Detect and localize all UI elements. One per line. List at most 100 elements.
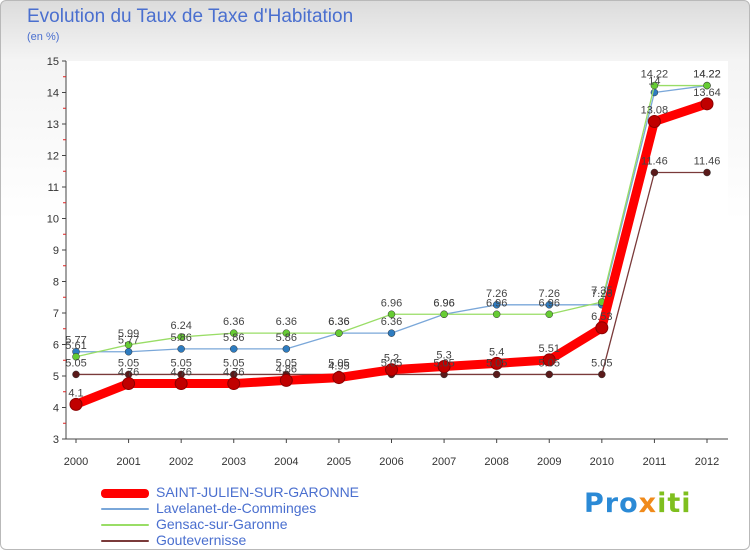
data-label: 5.86	[223, 332, 244, 344]
y-tick-label: 6	[53, 340, 59, 352]
data-label: 5.61	[65, 340, 86, 352]
data-label: 6.96	[433, 297, 454, 309]
data-label: 6.36	[328, 316, 349, 328]
x-tick-label: 2012	[695, 456, 719, 468]
data-point	[387, 310, 396, 319]
legend-label: Goutevernisse	[156, 532, 247, 548]
data-point	[174, 377, 188, 391]
x-tick-label: 2005	[327, 456, 351, 468]
data-label: 6.36	[381, 316, 402, 328]
data-point	[703, 81, 711, 90]
chart-subtitle: (en %)	[27, 31, 60, 43]
data-point	[437, 360, 451, 374]
data-point	[124, 341, 133, 349]
data-point	[69, 397, 83, 411]
data-label: 4.86	[276, 363, 297, 375]
data-label: 6.96	[433, 297, 454, 309]
legend-swatch	[101, 540, 149, 542]
data-label: 5.05	[170, 357, 191, 369]
brand-logo: Proxiti	[584, 488, 692, 519]
legend-swatch	[101, 489, 149, 498]
data-label: 5.05	[539, 357, 560, 369]
data-label: 6.24	[170, 320, 191, 332]
data-label: 5.51	[539, 343, 560, 355]
legend-label: SAINT-JULIEN-SUR-GARONNE	[156, 484, 360, 500]
data-label: 5.77	[65, 335, 86, 347]
x-tick-label: 2009	[537, 456, 561, 468]
data-point	[545, 301, 553, 309]
data-point	[595, 321, 609, 335]
data-label: 14.22	[693, 69, 721, 81]
x-tick-label: 2010	[590, 456, 614, 468]
data-point	[72, 370, 80, 379]
data-point	[490, 356, 504, 370]
data-point	[598, 370, 606, 379]
data-label: 5.3	[436, 350, 451, 362]
data-point	[650, 81, 659, 90]
data-point	[124, 347, 133, 356]
data-point	[703, 168, 711, 177]
data-point	[542, 353, 556, 367]
legend-swatch	[101, 508, 149, 510]
data-label: 5.99	[118, 328, 139, 340]
data-label: 11.46	[641, 156, 668, 168]
legend-swatch	[101, 524, 149, 526]
x-tick-label: 2011	[643, 456, 667, 468]
x-tick-label: 2000	[64, 456, 88, 468]
data-point	[647, 114, 661, 128]
data-label: 14	[648, 76, 660, 88]
data-label: 14.22	[641, 69, 669, 81]
y-tick-label: 5	[53, 371, 59, 383]
y-tick-label: 3	[53, 434, 59, 446]
data-label: 5.05	[118, 357, 139, 369]
data-label: 6.36	[328, 316, 349, 328]
data-point	[230, 345, 238, 353]
data-label: 4.76	[170, 367, 191, 379]
data-label: 5.4	[489, 346, 504, 358]
data-label: 4.1	[68, 387, 83, 399]
data-label: 5.05	[433, 357, 454, 369]
data-point	[177, 333, 185, 341]
data-point	[230, 329, 238, 337]
y-tick-label: 12	[47, 151, 59, 163]
data-label: 4.76	[118, 367, 139, 379]
data-label: 5.05	[591, 357, 612, 369]
y-tick-label: 15	[47, 56, 59, 68]
data-point	[227, 377, 241, 391]
data-point	[440, 310, 448, 319]
legend-label: Gensac-sur-Garonne	[156, 516, 288, 532]
x-tick-label: 2001	[116, 456, 140, 468]
data-label: 5.86	[276, 332, 297, 344]
y-tick-label: 7	[53, 308, 59, 320]
data-label: 6.96	[486, 297, 507, 309]
data-label: 4.76	[223, 367, 244, 379]
data-point	[492, 310, 501, 319]
data-label: 13.08	[641, 104, 669, 116]
data-label: 7.26	[591, 288, 612, 300]
data-point	[332, 371, 346, 385]
data-point	[545, 310, 553, 319]
data-label: 5.77	[118, 335, 139, 347]
data-label: 7.26	[539, 288, 560, 300]
x-tick-label: 2006	[379, 456, 403, 468]
brand-part: x	[638, 488, 658, 519]
data-label: 14.22	[693, 69, 721, 81]
data-label: 11.46	[694, 156, 721, 168]
data-label: 4.95	[328, 361, 349, 373]
data-label: 5.2	[384, 353, 399, 365]
y-tick-label: 10	[47, 214, 59, 226]
y-tick-label: 11	[48, 182, 59, 194]
data-label: 6.96	[539, 297, 560, 309]
data-label: 6.36	[276, 316, 297, 328]
data-point	[282, 329, 291, 337]
y-tick-label: 9	[53, 245, 59, 257]
data-label: 5.05	[276, 357, 297, 369]
data-point	[492, 301, 501, 309]
data-label: 13.64	[693, 87, 721, 99]
data-label: 5.05	[65, 357, 86, 369]
brand-part: Pro	[584, 488, 639, 519]
data-label: 6.96	[381, 297, 402, 309]
y-tick-label: 8	[53, 277, 59, 289]
data-point	[177, 345, 185, 353]
data-label: 7.35	[591, 285, 612, 297]
